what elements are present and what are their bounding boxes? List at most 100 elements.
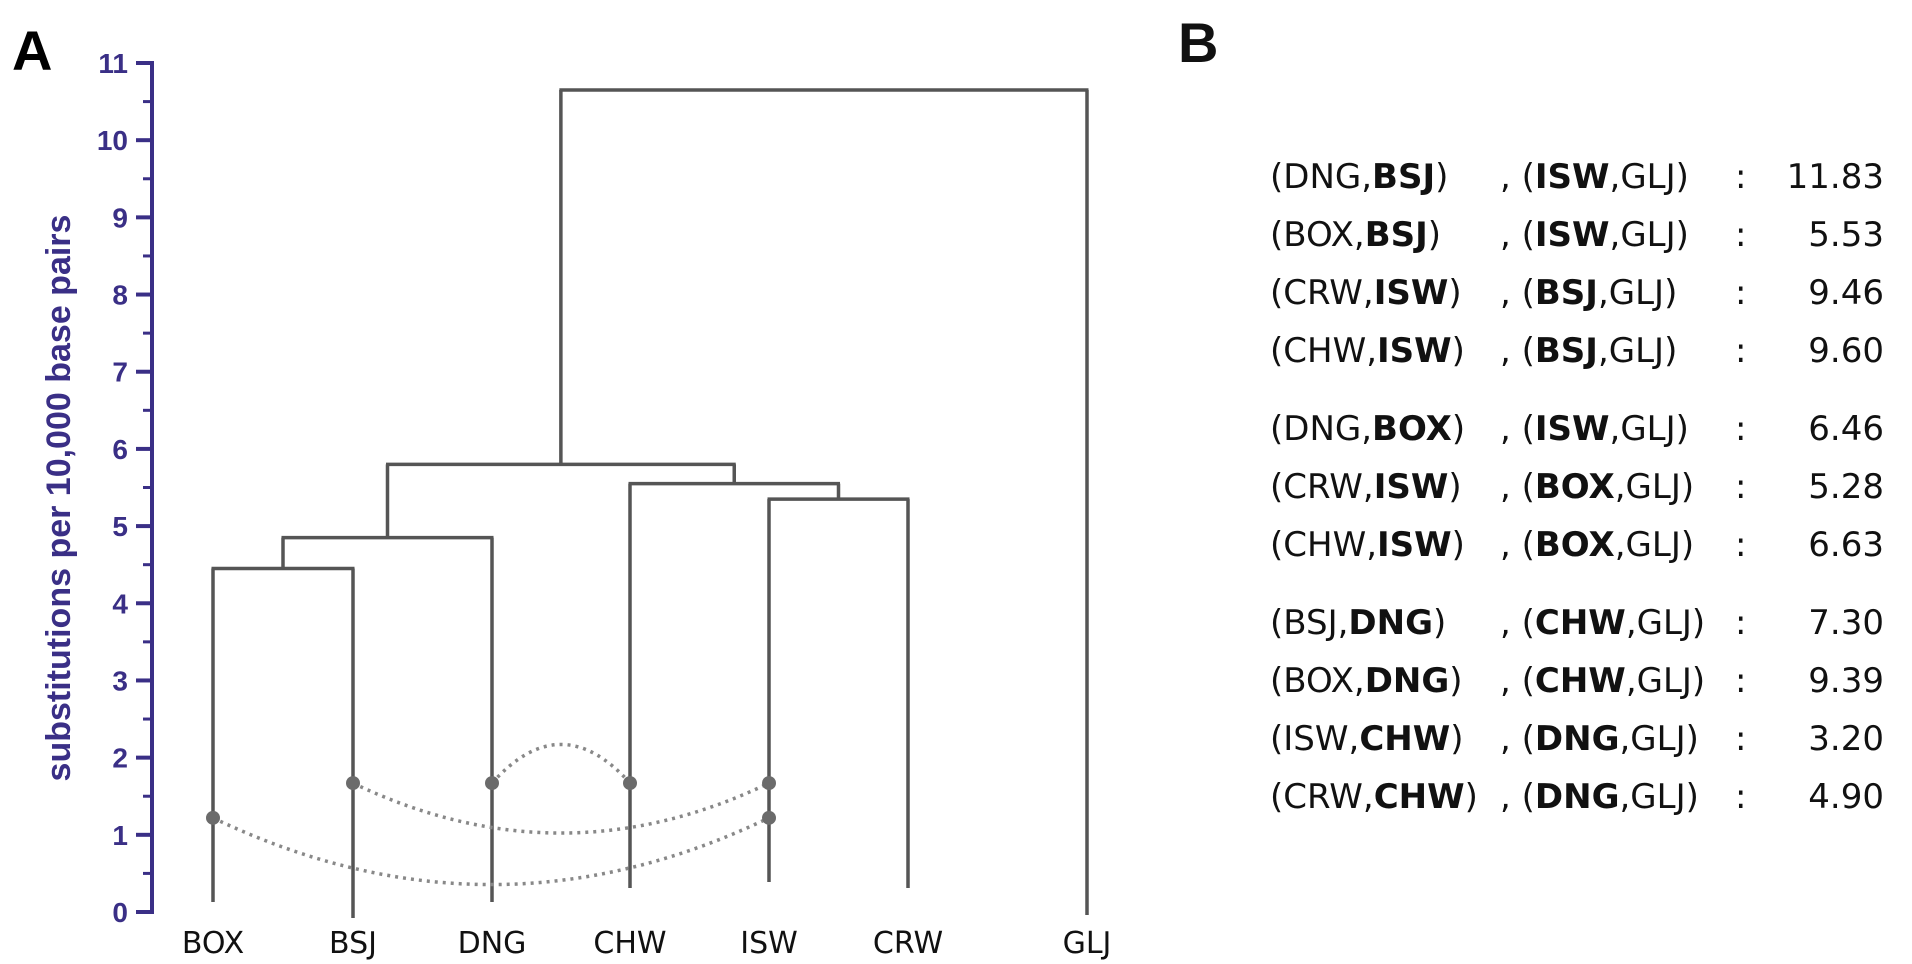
pair-one: (DNG,BOX) xyxy=(1270,409,1500,449)
taxon-text: (DNG, xyxy=(1270,157,1373,197)
bold-taxon: BSJ xyxy=(1534,273,1598,313)
pair-one: (DNG,BSJ) xyxy=(1270,157,1500,197)
y-tick-label: 5 xyxy=(112,511,128,542)
dstat-row: (BOX,DNG), (CHW,GLJ):9.39 xyxy=(1270,652,1884,710)
taxon-text: (CHW, xyxy=(1270,331,1377,371)
dstat-value: 6.46 xyxy=(1808,409,1884,449)
dstat-row: (CRW,ISW), (BOX,GLJ):5.28 xyxy=(1270,458,1884,516)
pair-one: (CHW,ISW) xyxy=(1270,525,1500,565)
colon: : xyxy=(1735,719,1747,759)
dstat-value: 9.39 xyxy=(1808,661,1884,701)
bold-taxon: CHW xyxy=(1373,777,1465,817)
dstat-row: (ISW,CHW), (DNG,GLJ):3.20 xyxy=(1270,710,1884,768)
pair-two: , (ISW,GLJ) xyxy=(1500,215,1735,255)
bold-taxon: BSJ xyxy=(1372,157,1436,197)
taxon-text: , ( xyxy=(1500,157,1535,197)
y-tick-label: 9 xyxy=(112,202,128,233)
leaf-label-crw: CRW xyxy=(873,926,943,961)
colon: : xyxy=(1735,331,1747,371)
dstat-value: 5.53 xyxy=(1808,215,1884,255)
y-tick-label: 10 xyxy=(97,125,128,156)
dstat-value: 9.46 xyxy=(1808,273,1884,313)
gene-flow-arc xyxy=(352,781,770,835)
taxon-text: (CRW, xyxy=(1270,273,1374,313)
bold-taxon: DNG xyxy=(1534,777,1620,817)
taxon-text: (CRW, xyxy=(1270,777,1374,817)
gene-flow-arc xyxy=(212,816,770,887)
gene-flow-endpoint xyxy=(206,810,220,825)
gene-flow-links xyxy=(206,742,776,887)
gene-flow-endpoint xyxy=(762,810,776,825)
dstat-value: 9.60 xyxy=(1808,331,1884,371)
bold-taxon: BSJ xyxy=(1534,331,1598,371)
dstat-value: 7.30 xyxy=(1808,603,1884,643)
bold-taxon: BOX xyxy=(1534,525,1615,565)
gene-flow-arc xyxy=(490,742,632,785)
y-tick-label: 7 xyxy=(112,357,128,388)
bold-taxon: ISW xyxy=(1373,273,1449,313)
taxon-text: ) xyxy=(1427,215,1442,255)
taxon-text: , ( xyxy=(1500,603,1535,643)
leaf-label-chw: CHW xyxy=(593,926,666,961)
pair-two: , (BSJ,GLJ) xyxy=(1500,273,1735,313)
dendrogram-tree xyxy=(211,88,1089,918)
panel-a-letter: A xyxy=(12,19,52,82)
dstat-group: (DNG,BOX), (ISW,GLJ):6.46 (CRW,ISW), (BOX… xyxy=(1270,400,1884,574)
dstat-row: (DNG,BOX), (ISW,GLJ):6.46 xyxy=(1270,400,1884,458)
gene-flow-endpoint xyxy=(346,776,360,791)
dstat-row: (CRW,ISW), (BSJ,GLJ):9.46 xyxy=(1270,264,1884,322)
leaf-labels: BOX BSJ DNG CHW ISW CRW GLJ xyxy=(182,926,1112,961)
taxon-text: ) xyxy=(1433,603,1447,643)
taxon-text: , ( xyxy=(1500,331,1535,371)
dstat-row: (CHW,ISW), (BSJ,GLJ): 9.60 xyxy=(1270,322,1884,380)
taxon-text: ) xyxy=(1435,157,1449,197)
panel-b-letter: B xyxy=(1178,11,1219,74)
pair-two: , (ISW,GLJ) xyxy=(1500,409,1735,449)
pair-two: , (DNG,GLJ) xyxy=(1500,777,1735,817)
pair-one: (ISW,CHW) xyxy=(1270,719,1500,759)
taxon-text: (BOX, xyxy=(1270,215,1365,255)
pair-one: (CHW,ISW) xyxy=(1270,331,1500,371)
dstat-value: 11.83 xyxy=(1786,157,1884,197)
taxon-text: ,GLJ) xyxy=(1614,525,1695,565)
taxon-text: ,GLJ) xyxy=(1597,273,1678,313)
gene-flow-endpoint xyxy=(623,776,637,791)
dstat-value: 4.90 xyxy=(1808,777,1884,817)
y-axis: 0 1 2 3 4 5 6 7 8 9 10 11 xyxy=(97,48,154,928)
taxon-text: ,GLJ) xyxy=(1609,157,1689,197)
dendrogram-panel: A substitutions per 10,000 base pairs 0 1… xyxy=(12,19,1112,961)
bold-taxon: CHW xyxy=(1534,603,1626,643)
leaf-label-box: BOX xyxy=(182,926,244,961)
taxon-text: ) xyxy=(1449,661,1463,701)
dstat-row: (CRW,CHW), (DNG,GLJ):4.90 xyxy=(1270,768,1884,826)
gene-flow-endpoint xyxy=(762,776,776,791)
pair-two: , (BOX,GLJ) xyxy=(1500,525,1735,565)
leaf-label-isw: ISW xyxy=(740,926,798,961)
pair-one: (BSJ,DNG) xyxy=(1270,603,1500,643)
colon: : xyxy=(1735,603,1747,643)
pair-two: , (BSJ,GLJ) xyxy=(1500,331,1735,371)
dstat-value: 5.28 xyxy=(1808,467,1884,507)
bold-taxon: ISW xyxy=(1534,409,1610,449)
dstat-row: (BOX,BSJ), (ISW,GLJ):5.53 xyxy=(1270,206,1884,264)
taxon-text: ,GLJ) xyxy=(1625,661,1706,701)
bold-taxon: BOX xyxy=(1534,467,1615,507)
bold-taxon: DNG xyxy=(1534,719,1620,759)
taxon-text: (DNG, xyxy=(1270,409,1373,449)
pair-two: , (BOX,GLJ) xyxy=(1500,467,1735,507)
y-axis-title: substitutions per 10,000 base pairs xyxy=(40,215,78,782)
bold-taxon: BOX xyxy=(1372,409,1452,449)
bold-taxon: ISW xyxy=(1377,525,1452,565)
pair-one: (BOX,BSJ) xyxy=(1270,215,1500,255)
taxon-text: (CHW, xyxy=(1270,525,1377,565)
dstat-table: B (DNG,BSJ), (ISW,GLJ):11.83 (BOX,BSJ), (… xyxy=(1178,11,1884,846)
pair-two: , (CHW,GLJ) xyxy=(1500,603,1735,643)
taxon-text: ) xyxy=(1450,719,1464,759)
pair-one: (BOX,DNG) xyxy=(1270,661,1500,701)
taxon-text: (BOX, xyxy=(1270,661,1365,701)
dstat-value: 6.63 xyxy=(1808,525,1884,565)
y-tick-label: 4 xyxy=(112,588,128,619)
taxon-text: ) xyxy=(1448,467,1462,507)
bold-taxon: ISW xyxy=(1534,157,1610,197)
dstat-row: (BSJ,DNG), (CHW,GLJ): 7.30 xyxy=(1270,594,1884,652)
